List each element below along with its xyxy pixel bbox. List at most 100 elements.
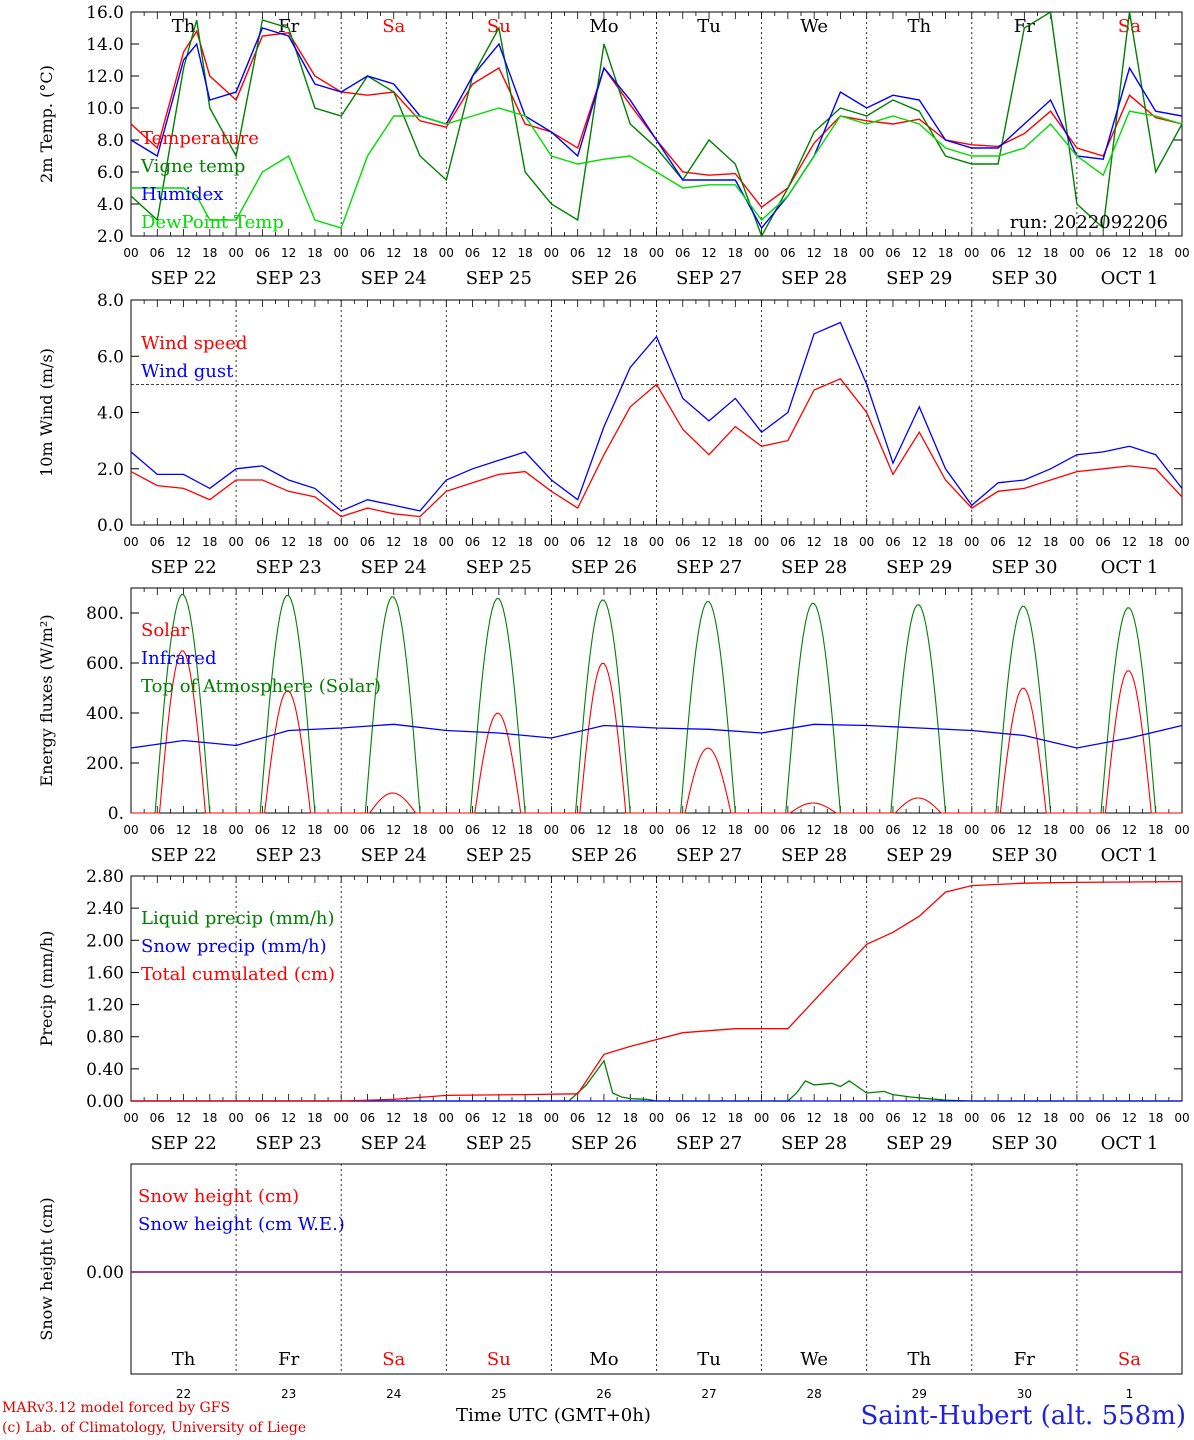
hour-label: 12 — [1122, 823, 1137, 837]
hour-label: 18 — [938, 246, 953, 260]
hour-label: 18 — [307, 1111, 322, 1125]
date-label: SEP 23 — [256, 268, 322, 289]
hour-label: 00 — [544, 535, 559, 549]
hour-label: 00 — [123, 1111, 138, 1125]
day-number-label: 25 — [491, 1387, 506, 1401]
hour-label: 18 — [728, 535, 743, 549]
weekday-label: Su — [487, 1349, 511, 1370]
hour-label: 18 — [1148, 535, 1163, 549]
date-label: SEP 22 — [150, 268, 216, 289]
hour-label: 06 — [780, 535, 795, 549]
weekday-label: Fr — [1014, 1349, 1035, 1370]
hour-label: 06 — [570, 535, 585, 549]
hour-label: 18 — [728, 1111, 743, 1125]
weekday-label: Fr — [278, 1349, 299, 1370]
hour-label: 12 — [491, 823, 506, 837]
date-label: SEP 29 — [886, 845, 952, 866]
hour-label: 00 — [228, 246, 243, 260]
weekday-label: Th — [172, 16, 196, 37]
day-number-label: 30 — [1017, 1387, 1032, 1401]
date-label: SEP 23 — [256, 1133, 322, 1154]
hour-label: 12 — [807, 535, 822, 549]
hour-label: 00 — [544, 823, 559, 837]
hour-label: 18 — [517, 1111, 532, 1125]
hour-label: 18 — [412, 1111, 427, 1125]
date-label: SEP 28 — [781, 557, 847, 578]
date-label: SEP 26 — [571, 557, 637, 578]
hour-label: 18 — [833, 823, 848, 837]
y-axis-label: Precip (mm/h) — [37, 931, 56, 1047]
hour-label: 00 — [334, 535, 349, 549]
hour-label: 12 — [281, 823, 296, 837]
hour-label: 18 — [202, 823, 217, 837]
hour-label: 18 — [833, 246, 848, 260]
hour-label: 18 — [307, 246, 322, 260]
date-label: OCT 1 — [1101, 1133, 1159, 1154]
weekday-label: Th — [907, 1349, 931, 1370]
weekday-label: Sa — [1118, 16, 1141, 37]
hour-label: 00 — [964, 535, 979, 549]
hour-label: 06 — [255, 535, 270, 549]
hour-label: 06 — [465, 1111, 480, 1125]
date-label: SEP 27 — [676, 1133, 742, 1154]
weekday-label: Tu — [697, 16, 721, 37]
hour-label: 18 — [833, 1111, 848, 1125]
date-label: SEP 24 — [361, 268, 427, 289]
day-number-label: 22 — [176, 1387, 191, 1401]
hour-label: 00 — [649, 535, 664, 549]
hour-label: 12 — [281, 246, 296, 260]
legend-entry: Liquid precip (mm/h) — [141, 908, 335, 929]
weekday-label: Fr — [278, 16, 299, 37]
y-tick-label: 0.00 — [86, 1263, 124, 1283]
hour-label: 12 — [1122, 246, 1137, 260]
hour-label: 00 — [1069, 823, 1084, 837]
hour-label: 12 — [912, 246, 927, 260]
hour-label: 00 — [544, 246, 559, 260]
date-label: SEP 24 — [361, 557, 427, 578]
date-label: SEP 25 — [466, 268, 532, 289]
hour-label: 12 — [176, 1111, 191, 1125]
hour-label: 12 — [281, 535, 296, 549]
hour-label: 12 — [491, 535, 506, 549]
hour-label: 18 — [1148, 246, 1163, 260]
weekday-label: We — [800, 1349, 828, 1370]
date-label: SEP 23 — [256, 845, 322, 866]
day-number-label: 29 — [912, 1387, 927, 1401]
series-line-solar — [131, 650, 1182, 814]
hour-label: 00 — [1069, 246, 1084, 260]
hour-label: 12 — [596, 246, 611, 260]
hour-label: 06 — [360, 535, 375, 549]
series-line-infrared — [130, 723, 1183, 749]
y-tick-label: 2.40 — [86, 899, 124, 919]
date-label: SEP 30 — [991, 557, 1057, 578]
hour-label: 06 — [885, 1111, 900, 1125]
hour-label: 06 — [360, 246, 375, 260]
hour-label: 06 — [570, 246, 585, 260]
series-line-vigne-temp — [130, 10, 1183, 238]
hour-label: 00 — [964, 823, 979, 837]
series-line-wind-speed — [130, 378, 1183, 518]
hour-label: 18 — [938, 535, 953, 549]
hour-label: 12 — [386, 1111, 401, 1125]
hour-label: 12 — [1017, 823, 1032, 837]
hour-label: 06 — [1096, 535, 1111, 549]
hour-label: 00 — [1069, 1111, 1084, 1125]
hour-label: 12 — [912, 1111, 927, 1125]
y-tick-label: 600. — [86, 654, 124, 674]
hour-label: 00 — [439, 535, 454, 549]
hour-label: 12 — [1017, 1111, 1032, 1125]
y-tick-label: 2.00 — [86, 931, 124, 951]
y-tick-label: 1.20 — [86, 996, 124, 1016]
day-number-label: 28 — [807, 1387, 822, 1401]
legend-entry: Temperature — [141, 128, 259, 149]
date-label: SEP 27 — [676, 557, 742, 578]
y-tick-label: 1.60 — [86, 963, 124, 983]
legend-entry: Snow height (cm W.E.) — [138, 1214, 345, 1235]
y-tick-label: 0.40 — [86, 1060, 124, 1080]
hour-label: 06 — [360, 823, 375, 837]
y-tick-label: 14.0 — [86, 35, 124, 55]
hour-label: 12 — [701, 823, 716, 837]
hour-label: 00 — [1174, 535, 1189, 549]
model-credit: MARv3.12 model forced by GFS — [2, 1400, 231, 1416]
hour-label: 18 — [728, 246, 743, 260]
